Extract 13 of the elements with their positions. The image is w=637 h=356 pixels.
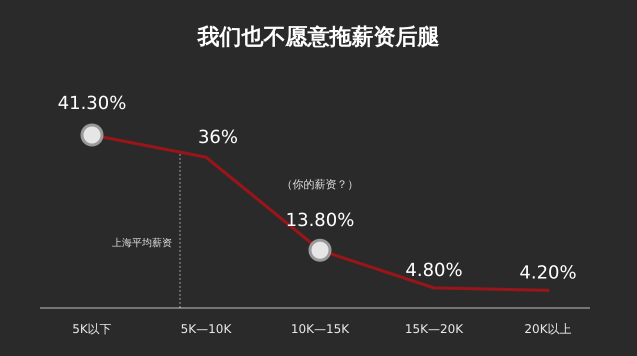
data-label: 41.30% xyxy=(58,93,126,114)
title: 我们也不愿意拖薪资后腿 xyxy=(198,25,440,50)
x-tick: 10K—15K xyxy=(290,322,350,336)
annotation: （你的薪资？） xyxy=(282,178,358,191)
data-label: 36% xyxy=(198,127,238,148)
x-tick: 5K以下 xyxy=(72,322,112,336)
data-label: 4.20% xyxy=(519,262,577,284)
x-tick: 5K—10K xyxy=(180,322,232,336)
data-label: 4.80% xyxy=(405,260,463,281)
x-tick: 20K以上 xyxy=(524,322,572,336)
data-label: 13.80% xyxy=(286,210,354,232)
annotation: 上海平均薪资 xyxy=(112,238,172,249)
x-tick: 15K—20K xyxy=(404,322,464,336)
